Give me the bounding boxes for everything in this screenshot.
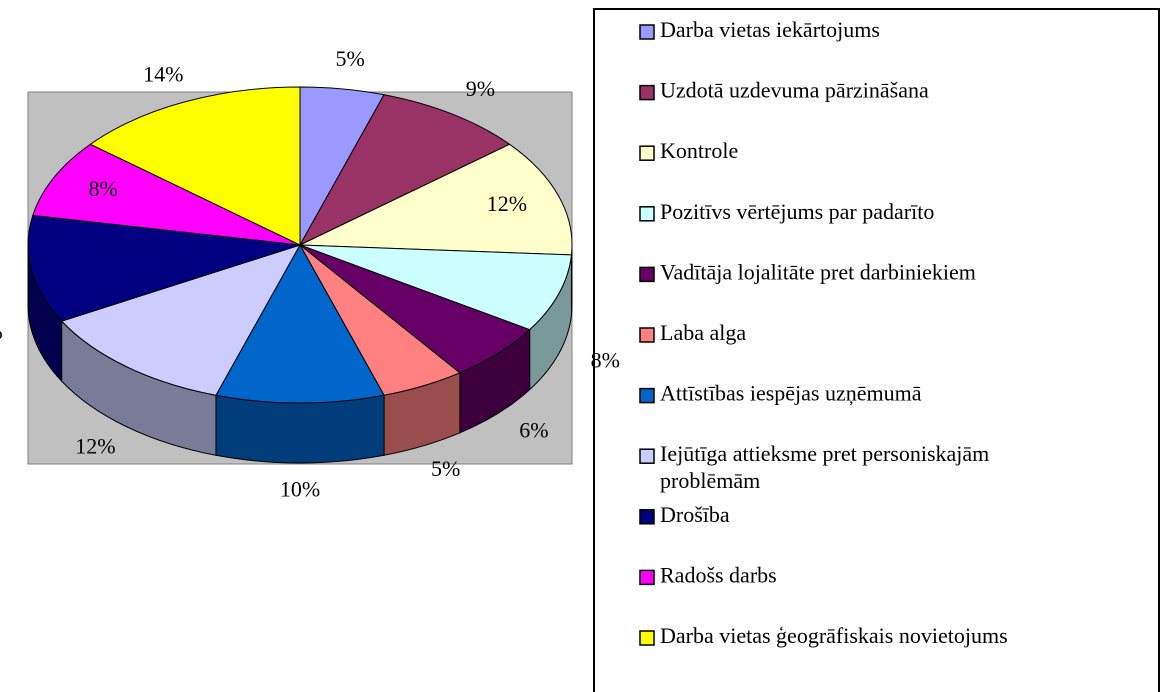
legend-swatch (639, 630, 655, 646)
data-label: 14% (143, 61, 183, 86)
data-label: 5% (431, 456, 460, 481)
legend-label: Kontrole (660, 138, 738, 163)
pie-slice (298, 94, 511, 247)
legend-label: Darba vietas iekārtojums (660, 17, 880, 42)
data-label: 12% (75, 434, 115, 459)
pie-slice (27, 214, 301, 322)
legend-label: Uzdotā uzdevuma pārzināšana (660, 78, 929, 103)
legend-label: Iejūtīga attieksme pret personiskajām pro… (660, 441, 989, 493)
legend-label: Attīstības iespējas uzņēmumā (660, 381, 922, 406)
legend-swatch (639, 569, 655, 586)
legend-label-line: problēmām (660, 468, 760, 493)
data-label: 8% (88, 176, 117, 201)
pie-slice (215, 243, 385, 404)
data-label: 9% (466, 76, 495, 101)
data-label: 10% (280, 476, 320, 501)
legend-label: Radošs darbs (660, 562, 777, 587)
pie-slice (89, 86, 301, 246)
legend-label: Vadītāja lojalitāte pret darbiniekiem (660, 259, 976, 284)
legend-label-line: Iejūtīga attieksme pret personiskajām (660, 441, 989, 466)
legend-swatch (639, 206, 655, 222)
slice-side (215, 394, 385, 464)
legend-label: Pozitīvs vērtējums par padarīto (660, 199, 934, 224)
legend-swatch (639, 24, 655, 40)
data-label: 8% (591, 348, 620, 373)
legend-box (593, 8, 1160, 692)
legend-swatch (639, 327, 655, 343)
legend-swatch (639, 84, 655, 101)
data-label: 12% (487, 191, 527, 216)
legend-label: Drošība (660, 502, 730, 527)
pie-slice (60, 244, 302, 396)
legend-swatch (639, 448, 655, 464)
legend-swatch (639, 387, 655, 404)
data-label: 11% (0, 319, 3, 344)
data-label: 6% (519, 418, 548, 443)
legend-label: Darba vietas ģeogrāfiskais novietojums (660, 623, 1008, 648)
pie-slice (299, 143, 573, 256)
legend-swatch (639, 266, 655, 283)
pie-slice (299, 244, 573, 331)
data-label: 5% (336, 46, 365, 71)
legend-swatch (639, 509, 655, 525)
pie-slice (32, 143, 301, 246)
legend-label: Laba alga (660, 320, 746, 345)
legend-swatch (639, 145, 655, 161)
